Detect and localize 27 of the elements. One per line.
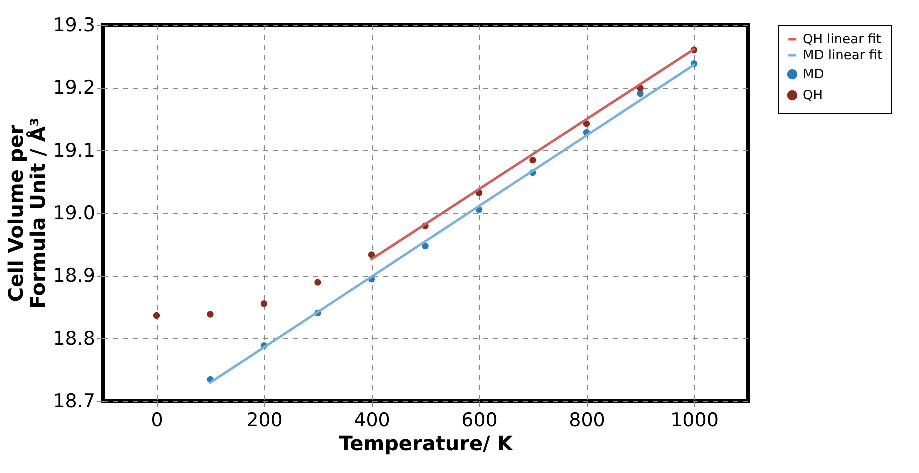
x-axis-title: Temperature/ K — [339, 432, 514, 456]
point — [530, 157, 536, 164]
point — [260, 300, 268, 308]
point — [422, 242, 429, 250]
y-tick-label: 19.0 — [53, 202, 96, 224]
point — [207, 311, 214, 318]
x-tick-label: 800 — [569, 410, 606, 432]
point — [153, 312, 160, 320]
legend-label: MD linear fit — [803, 48, 883, 64]
x-tick-label: 600 — [462, 410, 498, 432]
y-tick-label: 19.2 — [53, 77, 96, 100]
y-tick-label: 18.8 — [53, 328, 96, 350]
x-tick-label: 1000 — [670, 410, 719, 432]
legend-label: QH — [803, 88, 824, 104]
x-tick-label: 200 — [246, 410, 283, 432]
point — [637, 90, 644, 98]
y-tick-label: 19.3 — [53, 14, 96, 36]
legend-label: QH linear fit — [803, 32, 882, 48]
point — [314, 279, 322, 286]
y-tick-label: 19.1 — [53, 140, 96, 162]
x-tick-label: 400 — [354, 410, 390, 432]
y-tick-label: 18.7 — [53, 390, 96, 412]
x-tick-label: 0 — [151, 410, 164, 432]
legend-label: MD — [803, 68, 824, 82]
y-axis-title: Cell Volume per Formula Unit / Å³ — [4, 118, 50, 310]
point — [583, 120, 590, 128]
y-tick-label: 18.9 — [53, 265, 96, 288]
